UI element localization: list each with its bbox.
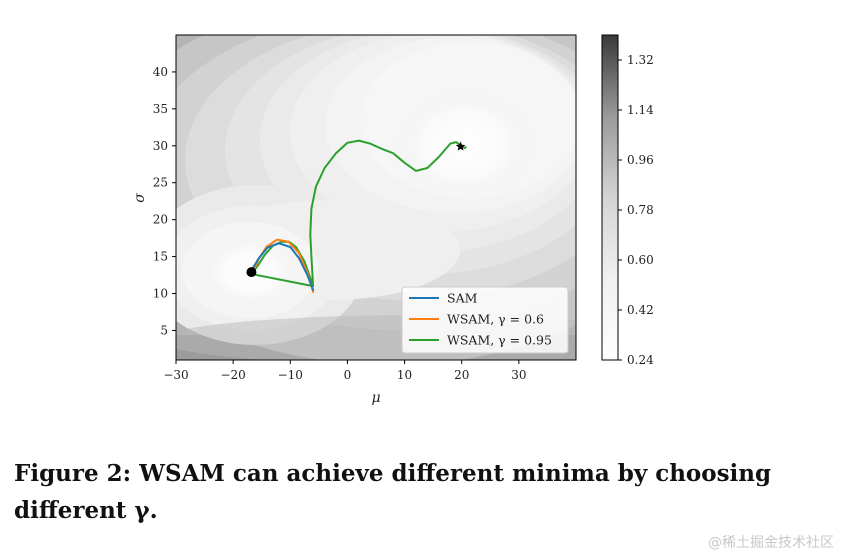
y-tick-label: 25: [153, 176, 168, 190]
y-tick-label: 5: [160, 323, 168, 337]
colorbar-tick-label: 0.60: [627, 253, 654, 267]
wsam-06-curve: [250, 238, 315, 293]
legend-box: [401, 286, 569, 354]
end-point-marker: [455, 141, 466, 151]
x-tick-label: −20: [220, 368, 245, 382]
x-tick-label: −10: [278, 368, 303, 382]
sam-curve: [249, 242, 315, 291]
colorbar-tick-label: 0.24: [627, 353, 654, 367]
colorbar: [601, 34, 619, 361]
x-axis-label: μ: [371, 390, 380, 406]
x-tick-label: 30: [511, 368, 526, 382]
contour-background: [176, 35, 576, 360]
y-tick-label: 10: [153, 287, 168, 301]
x-tick-label: −30: [163, 368, 188, 382]
watermark-text: @稀土掘金技术社区: [708, 535, 834, 551]
x-tick-label: 20: [454, 368, 469, 382]
legend: SAM WSAM, γ = 0.6 WSAM, γ = 0.95: [401, 286, 569, 354]
contour-chart: −30 −20 −10 0 10 20 30 5 10 15 20 25 30 35 40 μ σ SAM…: [132, 34, 654, 406]
y-tick-label: 35: [153, 102, 168, 116]
colorbar-tick-label: 0.42: [627, 303, 654, 317]
plot-frame: [175, 34, 577, 361]
y-tick-label: 15: [153, 250, 168, 264]
y-axis-label: σ: [132, 193, 148, 203]
colorbar-scale: [601, 34, 619, 361]
x-tick-label: 10: [397, 368, 412, 382]
start-point-marker: [246, 267, 257, 278]
x-tick-label: 0: [344, 368, 352, 382]
legend-item-sam-label: SAM: [447, 291, 478, 306]
legend-item-wsam-095-label: WSAM, γ = 0.95: [447, 333, 552, 348]
y-tick-label: 20: [153, 213, 168, 227]
colorbar-tick-label: 1.14: [627, 103, 654, 117]
colorbar-tick-label: 1.32: [627, 53, 654, 67]
colorbar-tick-label: 0.96: [627, 153, 654, 167]
legend-item-wsam-06-label: WSAM, γ = 0.6: [447, 312, 544, 327]
colorbar-tick-label: 0.78: [627, 203, 654, 217]
figure-caption: Figure 2: WSAM can achieve different min…: [14, 460, 772, 524]
y-tick-label: 30: [153, 139, 168, 153]
y-tick-label: 40: [153, 65, 168, 79]
